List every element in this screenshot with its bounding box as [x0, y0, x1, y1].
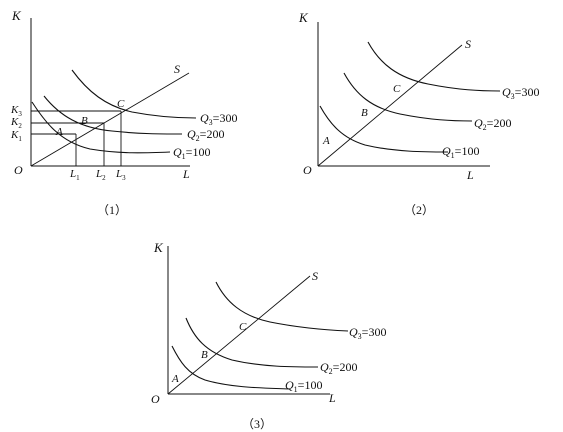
panel-1-k1-tick: K1: [10, 129, 22, 143]
panel-2-q2-label: Q2=200: [474, 116, 511, 132]
panel-2-expansion-ray: [317, 44, 463, 167]
panel-1-k2-tick: K2: [10, 116, 22, 130]
panel-2: K O L S A B C Q3=300 Q2=200 Q1=100 （2）: [298, 10, 539, 217]
panel-1-l2-tick: L2: [95, 168, 106, 182]
panel-1-k-label: K: [11, 8, 22, 23]
panel-1-caption: （1）: [97, 203, 127, 217]
panel-3-q2-label: Q2=200: [320, 360, 357, 376]
panel-3-origin: O: [151, 392, 160, 406]
panel-1-ray-label: S: [174, 62, 180, 76]
panel-3-isoquant-q1: [171, 345, 291, 390]
panel-1-q3-label: Q3=300: [200, 111, 237, 127]
panel-2-point-a: A: [322, 135, 330, 147]
panel-3-isoquant-q2: [185, 317, 319, 368]
panel-1-expansion-ray: [30, 72, 190, 167]
panel-2-q1-label: Q1=100: [442, 144, 479, 160]
panel-1-origin: O: [14, 163, 23, 177]
panel-2-caption: （2）: [404, 203, 434, 217]
panel-1: K O L S A B C Q3=300 Q2=200 Q1=100 K3 K2…: [10, 8, 237, 217]
panel-2-point-c: C: [393, 83, 401, 95]
panel-3-point-c: C: [239, 321, 247, 333]
panel-2-isoquant-q3: [367, 41, 501, 92]
panel-3: K O L S A B C Q3=300 Q2=200 Q1=100 （3）: [151, 240, 386, 431]
panel-1-isoquant-q3: [71, 69, 197, 119]
panel-2-q3-label: Q3=300: [502, 85, 539, 101]
panel-2-isoquant-q1: [319, 105, 449, 153]
panel-2-origin: O: [303, 163, 312, 177]
panel-1-l-label: L: [182, 167, 190, 181]
panel-3-q1-label: Q1=100: [285, 378, 322, 394]
panel-3-l-label: L: [328, 391, 336, 405]
panel-1-l3-tick: L3: [115, 168, 126, 182]
panel-3-ray-label: S: [312, 269, 318, 283]
panel-2-k-label: K: [298, 10, 309, 25]
panel-1-isoquant-q2: [43, 95, 183, 135]
panel-2-ray-label: S: [465, 37, 471, 51]
panel-1-q2-label: Q2=200: [187, 127, 224, 143]
panel-2-isoquant-q2: [343, 72, 473, 122]
panel-1-k3-tick: K3: [10, 104, 22, 118]
panel-2-point-b: B: [361, 107, 368, 119]
panel-3-k-label: K: [153, 240, 164, 255]
panel-1-l1-tick: L1: [69, 168, 80, 182]
panel-3-point-b: B: [201, 349, 208, 361]
panel-3-isoquant-q3: [215, 281, 349, 332]
panel-3-caption: （3）: [242, 417, 272, 431]
panel-1-q1-label: Q1=100: [173, 145, 210, 161]
panel-1-point-b: B: [81, 115, 88, 127]
panel-2-l-label: L: [466, 168, 474, 182]
panel-3-q3-label: Q3=300: [349, 325, 386, 341]
panel-1-point-a: A: [55, 126, 63, 138]
panel-1-point-c: C: [117, 98, 125, 110]
panel-1-isoquant-q1: [31, 101, 171, 154]
panel-3-point-a: A: [171, 373, 179, 385]
panel-3-expansion-ray: [167, 275, 311, 395]
